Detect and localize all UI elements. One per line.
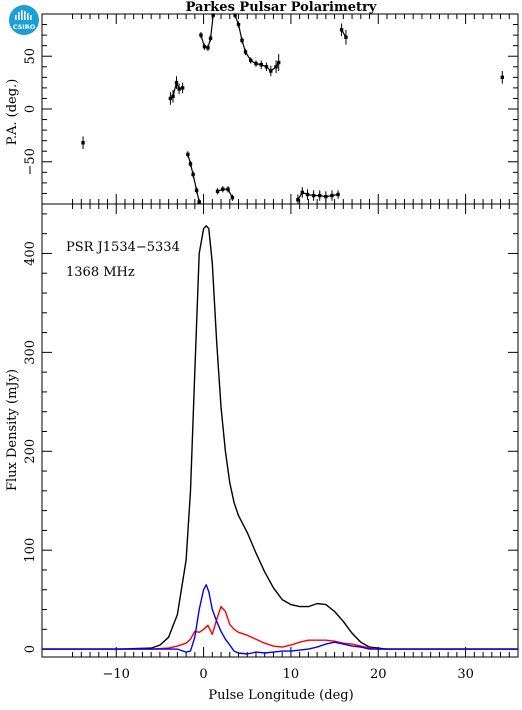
y-tick-label: −50 <box>23 148 38 175</box>
pa-point <box>81 141 85 145</box>
flux-frame <box>41 203 519 658</box>
pa-connector <box>200 34 206 47</box>
pa-axis-ticks: −50 0 50 <box>23 14 518 204</box>
pa-point <box>177 87 181 91</box>
linear-profile-line <box>42 605 518 650</box>
pa-point <box>264 65 269 69</box>
flux-xlabel: Pulse Longitude (deg) <box>208 688 353 703</box>
pa-point <box>249 58 253 63</box>
pa-point <box>240 38 244 43</box>
pa-point <box>254 61 258 66</box>
pa-point <box>243 50 248 54</box>
pa-point <box>168 96 173 101</box>
pa-point <box>208 36 213 40</box>
pa-points <box>81 13 504 204</box>
pa-point <box>174 80 179 85</box>
pa-point <box>199 33 203 37</box>
pa-point <box>191 172 195 177</box>
pa-point <box>311 193 316 198</box>
pa-point <box>211 13 215 17</box>
y-tick-label: 400 <box>23 241 38 266</box>
x-tick-label: 0 <box>199 667 207 682</box>
pa-point <box>186 152 190 157</box>
pa-point <box>500 75 504 80</box>
pa-point <box>206 46 210 50</box>
csiro-logo: CSIRO <box>9 5 39 35</box>
pa-connector <box>192 174 198 191</box>
pa-point <box>171 94 175 99</box>
circular-profile-line <box>42 584 518 655</box>
y-tick-label: 200 <box>23 439 38 464</box>
pa-frame <box>41 13 519 205</box>
pa-point <box>330 193 334 198</box>
pa-point <box>221 187 225 191</box>
pa-point <box>324 194 328 199</box>
pa-point <box>269 69 273 73</box>
pa-point <box>318 193 322 198</box>
frequency-label: 1368 MHz <box>66 265 135 280</box>
pa-point <box>233 13 237 17</box>
pa-point <box>300 190 304 195</box>
logo-text: CSIRO <box>13 23 36 31</box>
pa-point <box>274 65 278 69</box>
pa-connector <box>237 24 243 41</box>
pa-point <box>202 45 207 49</box>
pa-connector <box>209 14 214 39</box>
y-tick-label: 0 <box>23 645 38 653</box>
x-tick-label: 30 <box>457 667 474 682</box>
x-tick-label: −10 <box>103 667 130 682</box>
pa-point <box>305 192 310 197</box>
total-profile-line <box>42 225 518 650</box>
logo-bars-icon <box>15 10 32 20</box>
pa-point <box>344 35 348 39</box>
pa-point <box>230 195 235 200</box>
pa-point <box>296 198 300 202</box>
pa-connector <box>172 82 178 97</box>
pa-ylabel: P.A. (deg.) <box>5 79 20 146</box>
pa-point <box>339 28 344 32</box>
x-tick-label: 10 <box>283 667 300 682</box>
pa-point <box>236 22 241 27</box>
pa-point <box>188 162 193 166</box>
y-tick-label: 300 <box>23 340 38 365</box>
pa-panel: −50 0 50 P.A. (deg.) <box>5 13 519 205</box>
chart-title: Parkes Pulsar Polarimetry <box>186 0 377 15</box>
y-tick-label: 50 <box>23 48 38 65</box>
y-tick-label: 100 <box>23 538 38 563</box>
pa-point <box>194 188 199 192</box>
flux-ylabel: Flux Density (mJy) <box>5 369 20 491</box>
pulsar-name-label: PSR J1534−5334 <box>66 240 180 255</box>
pa-connector <box>241 40 247 53</box>
pa-point <box>336 192 340 197</box>
y-tick-label: 0 <box>23 105 38 113</box>
pa-point <box>276 60 281 65</box>
x-tick-label: 20 <box>370 667 387 682</box>
pa-point <box>226 187 230 191</box>
pa-point <box>197 200 201 204</box>
pa-point <box>259 62 263 67</box>
flux-profiles <box>42 225 518 655</box>
pa-point <box>180 86 185 90</box>
pa-point <box>215 189 220 194</box>
